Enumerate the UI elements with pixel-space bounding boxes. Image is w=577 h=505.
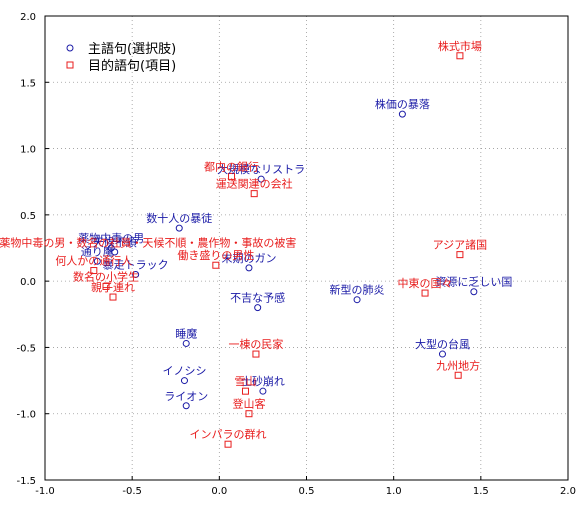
point-marker-square: [212, 261, 220, 269]
point-marker-square: [241, 387, 249, 395]
x-tick-label: 0.5: [299, 486, 315, 497]
y-tick-label: 1.0: [20, 145, 36, 156]
point-label: 九州地方: [436, 358, 480, 372]
legend-square-marker: [66, 61, 74, 69]
grid-lines: [45, 16, 568, 480]
point-label: インパラの群れ: [190, 427, 267, 441]
point-marker-circle: [438, 350, 446, 358]
point-marker-square: [456, 251, 464, 259]
point-label: 暴走トラック: [103, 259, 169, 272]
y-tick-label: 0.5: [20, 211, 36, 222]
point-label: 大型の台風: [415, 337, 470, 351]
point-label: 睡魔: [175, 326, 197, 340]
point-label: アジア諸国: [433, 238, 488, 252]
point-marker-square: [250, 190, 258, 198]
point-label: 運送関連の会社: [216, 177, 293, 191]
point-marker-square: [245, 410, 253, 418]
point-marker-square: [90, 267, 98, 275]
point-marker-circle: [182, 402, 190, 410]
x-tick-label: 1.0: [386, 486, 402, 497]
legend-label-subject: 主語句(選択肢): [88, 41, 176, 57]
x-tick-label: 1.5: [473, 486, 489, 497]
axis-ticks: -1.0 -0.5 0.0 0.5 1.0 1.5 2.0 2.0 1.5 1.0 0.5 0.0 -0…: [16, 12, 575, 497]
overlapping-cluster-text: 薬物中毒の男・数名の社員・天候不順・農作物・事故の被害: [0, 236, 296, 250]
point-label: 株価の暴落: [375, 97, 430, 111]
point-marker-circle: [107, 244, 115, 252]
point-marker-circle: [470, 288, 478, 296]
point-marker-circle: [254, 304, 262, 312]
x-tick-label: 2.0: [560, 486, 576, 497]
legend: 主語句(選択肢) 目的語句(項目): [66, 41, 176, 74]
x-tick-label: 0.0: [211, 486, 227, 497]
point-label: 数十人の暴徒: [146, 211, 212, 225]
point-marker-square: [454, 371, 462, 379]
point-marker-circle: [353, 296, 361, 304]
point-marker-square: [109, 293, 117, 301]
data-points: [90, 52, 478, 448]
y-tick-label: -1.5: [16, 476, 36, 487]
point-marker-circle: [180, 377, 188, 385]
point-label: 資源に乏しい国: [435, 275, 512, 289]
point-marker-square: [228, 172, 236, 180]
y-tick-label: 1.5: [20, 78, 36, 89]
point-marker-square: [456, 52, 464, 60]
point-marker-square: [252, 350, 260, 358]
point-marker-circle: [257, 175, 265, 183]
y-tick-label: -1.0: [16, 410, 36, 421]
point-label: 薬物中毒の男: [78, 231, 144, 245]
point-marker-circle: [111, 248, 119, 256]
point-label: 新型の肺炎: [330, 283, 385, 297]
point-marker-circle: [93, 257, 101, 265]
point-label: 働き盛りの男性: [177, 248, 254, 262]
point-marker-circle: [132, 271, 140, 279]
point-marker-square: [421, 289, 429, 297]
y-tick-label: 2.0: [20, 12, 36, 23]
point-label: 登山客: [232, 397, 265, 411]
x-tick-label: -1.0: [35, 486, 55, 497]
point-label: 都内の銀行: [204, 159, 259, 173]
point-label: 不吉な予感: [230, 292, 285, 305]
point-marker-circle: [398, 110, 406, 118]
point-label: 中東の国々: [398, 277, 453, 290]
y-tick-label: -0.5: [16, 343, 36, 354]
point-marker-square: [224, 440, 232, 448]
point-label: 土砂崩れ: [241, 374, 285, 388]
point-label: 親子連れ: [91, 280, 135, 294]
point-label: ライオン: [164, 390, 208, 403]
point-label: 天候不順: [93, 235, 137, 249]
point-marker-square: [102, 282, 110, 290]
point-label: イノシシ: [162, 365, 206, 378]
legend-label-object: 目的語句(項目): [88, 58, 176, 74]
point-label: 一棟の民家: [228, 337, 283, 351]
point-label: 雪山: [234, 375, 256, 388]
point-marker-circle: [245, 264, 253, 272]
legend-circle-marker: [66, 44, 74, 52]
point-marker-circle: [259, 387, 267, 395]
point-label: 大規模なリストラ: [217, 162, 305, 176]
point-label: 通り魔: [81, 244, 114, 258]
point-label: 末期のガン: [221, 251, 276, 265]
point-label: 株式市場: [438, 39, 482, 53]
point-marker-circle: [175, 224, 183, 232]
y-tick-label: 0.0: [20, 277, 36, 288]
point-label: 何人かの通行人: [55, 255, 132, 268]
x-tick-label: -0.5: [122, 486, 142, 497]
point-marker-circle: [182, 339, 190, 347]
point-label: 数名の小学生: [73, 269, 139, 283]
